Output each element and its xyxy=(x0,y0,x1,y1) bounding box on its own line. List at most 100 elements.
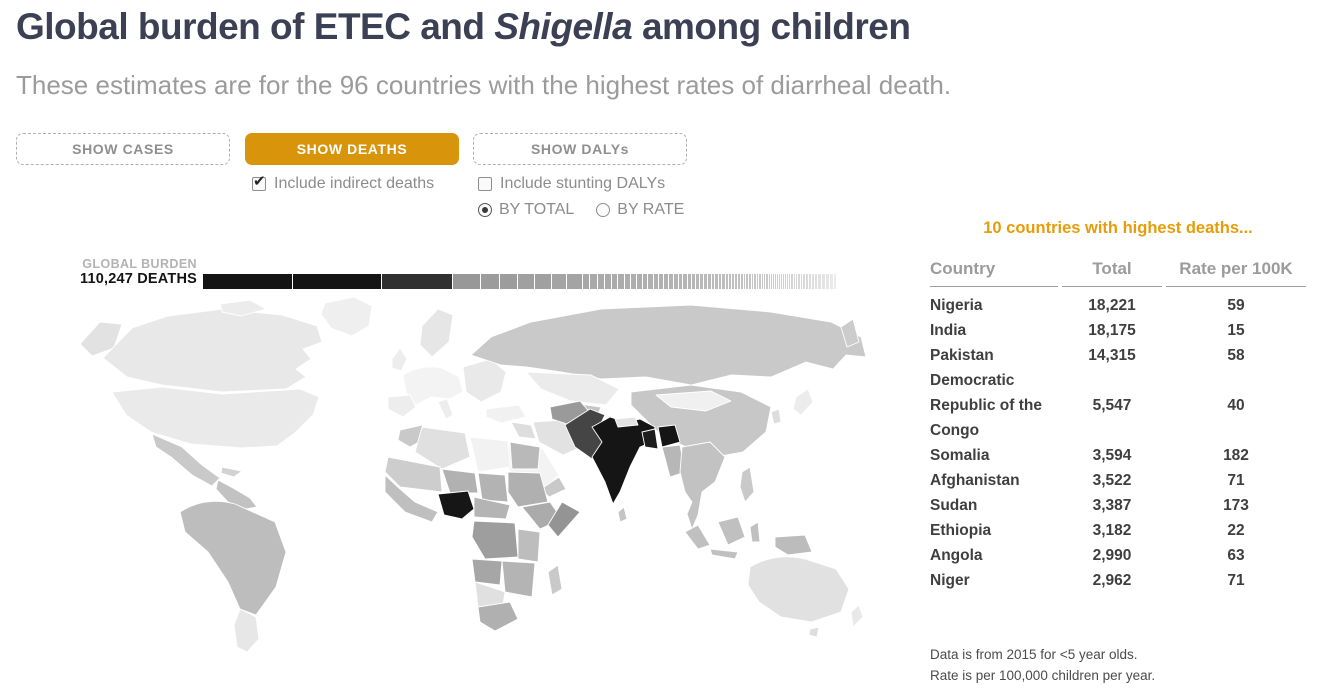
map-region-egypt[interactable] xyxy=(509,441,541,470)
map-region-canada[interactable] xyxy=(102,308,323,393)
show-dalys-button[interactable]: SHOW DALYs xyxy=(473,133,687,165)
map-region-europe-west[interactable] xyxy=(402,366,464,406)
map-region-japan[interactable] xyxy=(792,388,814,416)
map-region-madagascar[interactable] xyxy=(547,564,563,596)
burden-bar-segment xyxy=(788,274,790,289)
map-region-alaska[interactable] xyxy=(79,321,123,357)
by-total-radio[interactable] xyxy=(478,203,492,217)
rate-cell: 15 xyxy=(1227,322,1245,339)
map-region-australia[interactable] xyxy=(747,556,850,623)
map-region-turkey[interactable] xyxy=(485,404,527,424)
total-cell: 18,175 xyxy=(1088,322,1136,339)
rate-cell: 182 xyxy=(1223,447,1249,464)
map-region-arctic-islands[interactable] xyxy=(219,299,267,317)
burden-bar-segment xyxy=(751,274,754,289)
map-region-argentina-chile[interactable] xyxy=(233,608,260,653)
map-region-west-africa[interactable] xyxy=(384,474,439,523)
burden-bar-segment xyxy=(481,274,499,289)
map-region-iraq-syria[interactable] xyxy=(510,421,537,440)
burden-bar-segment xyxy=(687,274,692,289)
map-region-india-northeast[interactable] xyxy=(657,424,681,448)
burden-bar-segment xyxy=(597,274,604,289)
table-body: Nigeria 18,221 59 India 18,175 15 Pakistan 14,3… xyxy=(930,293,1308,593)
map-region-sumatra[interactable] xyxy=(684,524,711,550)
table-row: Nigeria 18,221 59 xyxy=(930,293,1308,318)
map-region-greenland[interactable] xyxy=(320,296,373,337)
show-deaths-button[interactable]: SHOW DEATHS xyxy=(245,133,459,165)
burden-bar-segment xyxy=(770,274,773,289)
rate-cell: 71 xyxy=(1227,472,1245,489)
map-region-mauritania-mali[interactable] xyxy=(384,456,443,493)
burden-bar-segment xyxy=(517,274,535,289)
map-region-somalia[interactable] xyxy=(547,501,581,538)
show-cases-button[interactable]: SHOW CASES xyxy=(16,133,230,165)
total-cell: 18,221 xyxy=(1088,297,1136,314)
include-indirect-checkbox[interactable]: ✔ xyxy=(252,173,266,191)
map-region-algeria[interactable] xyxy=(414,426,471,470)
page-subtitle: These estimates are for the 96 countries… xyxy=(16,70,952,100)
map-region-libya[interactable] xyxy=(469,436,511,473)
map-region-south-america-north[interactable] xyxy=(179,500,287,616)
map-region-usa[interactable] xyxy=(111,386,320,449)
burden-bar-segment xyxy=(708,274,711,289)
table-header: Country Total Rate per 100K xyxy=(930,259,1308,287)
table-row: Pakistan 14,315 58 xyxy=(930,343,1308,368)
map-region-borneo[interactable] xyxy=(717,516,746,546)
map-region-south-africa[interactable] xyxy=(477,601,519,632)
total-cell: 2,990 xyxy=(1092,547,1132,564)
footnote-line: Rate is per 100,000 children per year. xyxy=(930,667,1156,683)
burden-bar-segment xyxy=(535,274,551,289)
map-region-mongolia[interactable] xyxy=(655,390,732,412)
burden-bar-segment xyxy=(678,274,683,289)
map-region-chad[interactable] xyxy=(477,472,509,503)
burden-bar-segment xyxy=(582,274,590,289)
burden-bar-segment xyxy=(382,274,453,289)
map-region-europe-east[interactable] xyxy=(462,358,507,403)
map-region-kazakhstan[interactable] xyxy=(525,371,620,406)
burden-bar-segment xyxy=(718,274,722,289)
map-region-philippines[interactable] xyxy=(739,466,755,503)
include-stunting-checkbox[interactable]: ✔ xyxy=(478,177,492,191)
table-row: Democratic Republic of the Congo 5,547 40 xyxy=(930,368,1308,443)
world-map xyxy=(79,296,867,653)
map-region-indochina[interactable] xyxy=(679,441,726,530)
map-region-central-america[interactable] xyxy=(215,479,258,510)
map-region-nigeria[interactable] xyxy=(437,490,475,520)
footnotes: Data is from 2015 for <5 year olds. Rate… xyxy=(930,645,1155,687)
map-region-drc[interactable] xyxy=(471,520,519,560)
map-region-east-africa[interactable] xyxy=(517,528,541,563)
map-region-uk[interactable] xyxy=(391,347,408,372)
map-region-scandinavia[interactable] xyxy=(419,308,454,358)
map-region-kamchatka[interactable] xyxy=(840,318,860,348)
table-row: Afghanistan 3,522 71 xyxy=(930,468,1308,493)
table-row: India 18,175 15 xyxy=(930,318,1308,343)
map-region-sri-lanka[interactable] xyxy=(617,506,628,523)
map-region-sulawesi[interactable] xyxy=(749,521,761,543)
burden-bar-segment xyxy=(756,274,759,289)
map-region-bangladesh[interactable] xyxy=(641,428,659,450)
map-region-korea[interactable] xyxy=(770,408,782,425)
rate-cell: 63 xyxy=(1227,547,1245,564)
map-region-india[interactable] xyxy=(591,416,656,505)
map-region-sudan[interactable] xyxy=(507,471,549,508)
map-region-cameroon-car[interactable] xyxy=(473,496,511,520)
map-region-new-zealand[interactable] xyxy=(850,604,864,628)
map-region-java[interactable] xyxy=(709,548,739,560)
map-region-angola[interactable] xyxy=(471,558,503,586)
rate-cell: 58 xyxy=(1227,347,1245,364)
map-region-papua[interactable] xyxy=(774,534,813,556)
map-region-cuba[interactable] xyxy=(220,466,243,478)
map-region-zambia-mozambique[interactable] xyxy=(501,560,536,598)
map-region-iberia[interactable] xyxy=(387,394,417,418)
map-region-tasmania[interactable] xyxy=(808,626,820,638)
table-row: Niger 2,962 71 xyxy=(930,568,1308,593)
by-rate-radio[interactable] xyxy=(596,203,611,217)
map-region-mexico[interactable] xyxy=(151,433,221,487)
map-region-nepal[interactable] xyxy=(614,416,639,428)
total-cell: 3,594 xyxy=(1092,447,1132,464)
map-region-italy[interactable] xyxy=(437,398,454,420)
column-header-total: Total xyxy=(1062,259,1162,287)
burden-bar-segment xyxy=(203,274,292,289)
map-region-niger[interactable] xyxy=(441,468,479,494)
burden-bar-segment xyxy=(786,274,788,289)
